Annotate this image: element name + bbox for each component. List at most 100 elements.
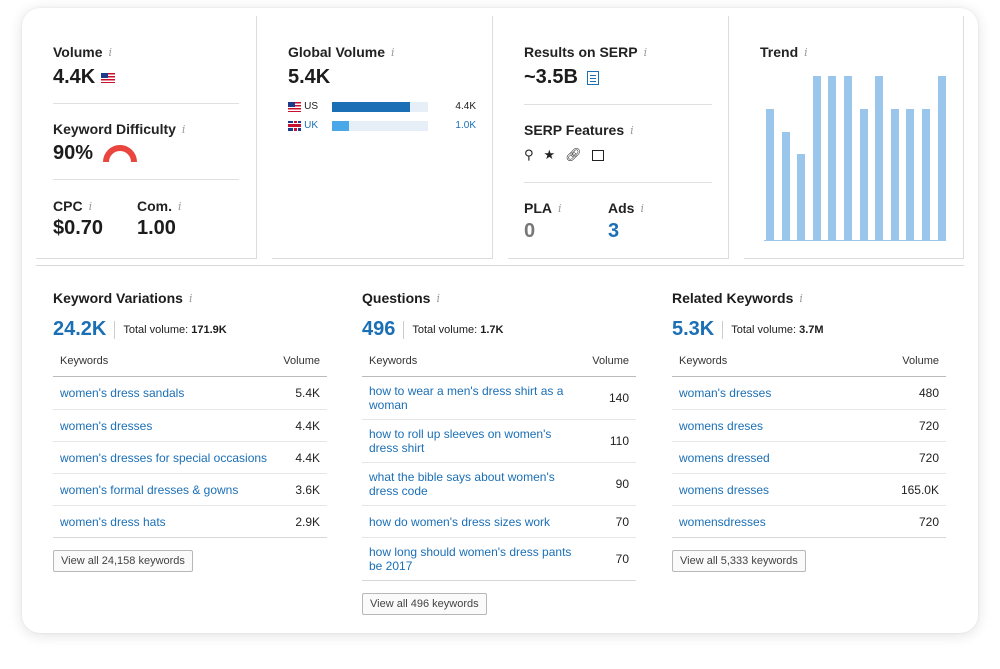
keyword-volume: 70 [615, 552, 629, 566]
link-icon[interactable]: 🔗︎ [565, 147, 582, 162]
keyword-difficulty-label-row: Keyword Difficulty i [53, 121, 185, 137]
keyword-link[interactable]: womens dressed [679, 450, 770, 465]
keyword-link[interactable]: women's formal dresses & gowns [60, 482, 239, 497]
keyword-volume: 720 [918, 514, 939, 529]
geo-value-uk: 1.0K [455, 120, 476, 131]
trend-bar[interactable] [781, 132, 790, 241]
keyword-volume: 90 [615, 477, 629, 491]
geo-country: UK [288, 120, 318, 131]
col-keywords[interactable]: Keywords [369, 355, 418, 367]
serp-widget: Results on SERP i ~3.5B SERP Features i … [508, 16, 729, 259]
geo-code-uk: UK [304, 120, 318, 131]
info-icon[interactable]: i [558, 201, 562, 215]
keyword-link[interactable]: how do women's dress sizes work [369, 514, 551, 529]
info-icon[interactable]: i [390, 45, 395, 59]
total-volume-label: Total volume: [731, 323, 797, 336]
trend-bar[interactable] [859, 109, 868, 241]
questions-count[interactable]: 496 [362, 318, 396, 340]
col-keywords[interactable]: Keywords [679, 355, 728, 367]
col-volume[interactable]: Volume [902, 355, 939, 367]
keyword-link[interactable]: women's dresses [60, 418, 153, 433]
trend-bar[interactable] [797, 153, 806, 241]
keyword-variations-count[interactable]: 24.2K [53, 318, 107, 340]
info-icon[interactable]: i [799, 291, 803, 305]
info-icon[interactable]: i [804, 45, 808, 59]
com-value: 1.00 [137, 217, 176, 239]
us-flag-icon [101, 72, 116, 83]
info-icon[interactable]: i [88, 199, 93, 213]
keyword-volume: 3.6K [295, 482, 320, 497]
trend-bar[interactable] [844, 76, 852, 241]
trend-widget: Trend i [744, 16, 964, 259]
questions-title: Questions [362, 290, 431, 306]
view-all-keywords-button[interactable]: View all 24,158 keywords [53, 550, 193, 572]
related-keywords-title-row: Related Keywords i [672, 290, 946, 306]
table-row: womens dreses 720 [672, 409, 946, 441]
image-icon[interactable] [591, 149, 604, 161]
trend-label: Trend [760, 44, 799, 60]
keyword-link[interactable]: what the bible says about women's dress … [369, 470, 555, 498]
keyword-link[interactable]: women's dress sandals [60, 386, 185, 400]
trend-bar[interactable] [766, 109, 774, 241]
keyword-link[interactable]: woman's dresses [679, 386, 772, 400]
keyword-volume: 720 [918, 418, 939, 433]
keyword-volume: 480 [918, 386, 939, 400]
keyword-link[interactable]: womensdresses [679, 514, 766, 529]
keyword-link[interactable]: womens dresses [679, 482, 770, 497]
geo-row-uk[interactable]: UK 1.0K [288, 120, 476, 131]
trend-bar[interactable] [828, 76, 837, 241]
com-label: Com. [137, 198, 172, 214]
keyword-link[interactable]: how to roll up sleeves on women's dress … [369, 427, 552, 455]
info-icon[interactable]: i [630, 123, 634, 137]
global-volume-value: 5.4K [288, 66, 331, 88]
geo-row-us[interactable]: US 4.4K [288, 101, 476, 112]
related-keywords-count[interactable]: 5.3K [672, 318, 715, 340]
keyword-link[interactable]: women's dress hats [60, 514, 166, 529]
info-icon[interactable]: i [643, 45, 648, 59]
info-icon[interactable]: i [178, 199, 182, 213]
view-all-related-button[interactable]: View all 5,333 keywords [672, 550, 806, 572]
table-header: Keywords Volume [672, 355, 946, 377]
keyword-link[interactable]: womens dreses [679, 418, 764, 433]
trend-bar[interactable] [812, 76, 821, 241]
keyword-volume: 4.4K [295, 450, 320, 465]
info-icon[interactable]: i [108, 45, 113, 59]
trend-bar[interactable] [906, 109, 915, 241]
info-icon[interactable]: i [640, 201, 644, 215]
volume-label: Volume [53, 44, 103, 60]
volume-value-row: 4.4K [53, 66, 116, 89]
trend-bar[interactable] [937, 76, 946, 241]
ads-value[interactable]: 3 [608, 220, 620, 242]
col-volume[interactable]: Volume [592, 355, 629, 367]
col-volume[interactable]: Volume [283, 355, 320, 367]
related-keywords-summary: 5.3K Total volume: 3.7M [672, 318, 946, 341]
keyword-link[interactable]: how to wear a men's dress shirt as a wom… [369, 384, 564, 412]
trend-bar[interactable] [875, 76, 884, 241]
questions-summary: 496 Total volume: 1.7K [362, 318, 636, 341]
star-icon[interactable]: ★ [543, 147, 556, 162]
total-volume-label: Total volume: [412, 323, 478, 336]
geo-country: US [288, 101, 318, 112]
keyword-link[interactable]: how long should women's dress pants be 2… [369, 545, 572, 573]
location-pin-icon[interactable]: ⚲ [524, 147, 534, 162]
difficulty-gauge-icon [103, 145, 138, 162]
keyword-link[interactable]: women's dresses for special occasions [60, 450, 268, 465]
keyword-volume: 720 [918, 450, 939, 465]
col-keywords[interactable]: Keywords [60, 355, 109, 367]
view-all-questions-button[interactable]: View all 496 keywords [362, 593, 487, 615]
table-row: womens dressed 720 [672, 441, 946, 473]
serp-snapshot-icon[interactable] [586, 70, 599, 85]
info-icon[interactable]: i [188, 291, 193, 305]
trend-bar[interactable] [890, 109, 899, 241]
questions-section: Questions i 496 Total volume: 1.7K Keywo… [362, 290, 636, 615]
keyword-difficulty-label: Keyword Difficulty [53, 121, 176, 137]
trend-bar[interactable] [922, 109, 930, 241]
info-icon[interactable]: i [436, 291, 440, 305]
geo-code-us: US [304, 101, 318, 112]
uk-flag-icon [288, 120, 302, 131]
table-row: womens dresses 165.0K [672, 473, 946, 505]
questions-title-row: Questions i [362, 290, 636, 306]
table-row: women's dress sandals 5.4K [53, 377, 327, 409]
table-row: women's formal dresses & gowns 3.6K [53, 473, 327, 505]
info-icon[interactable]: i [181, 122, 186, 136]
